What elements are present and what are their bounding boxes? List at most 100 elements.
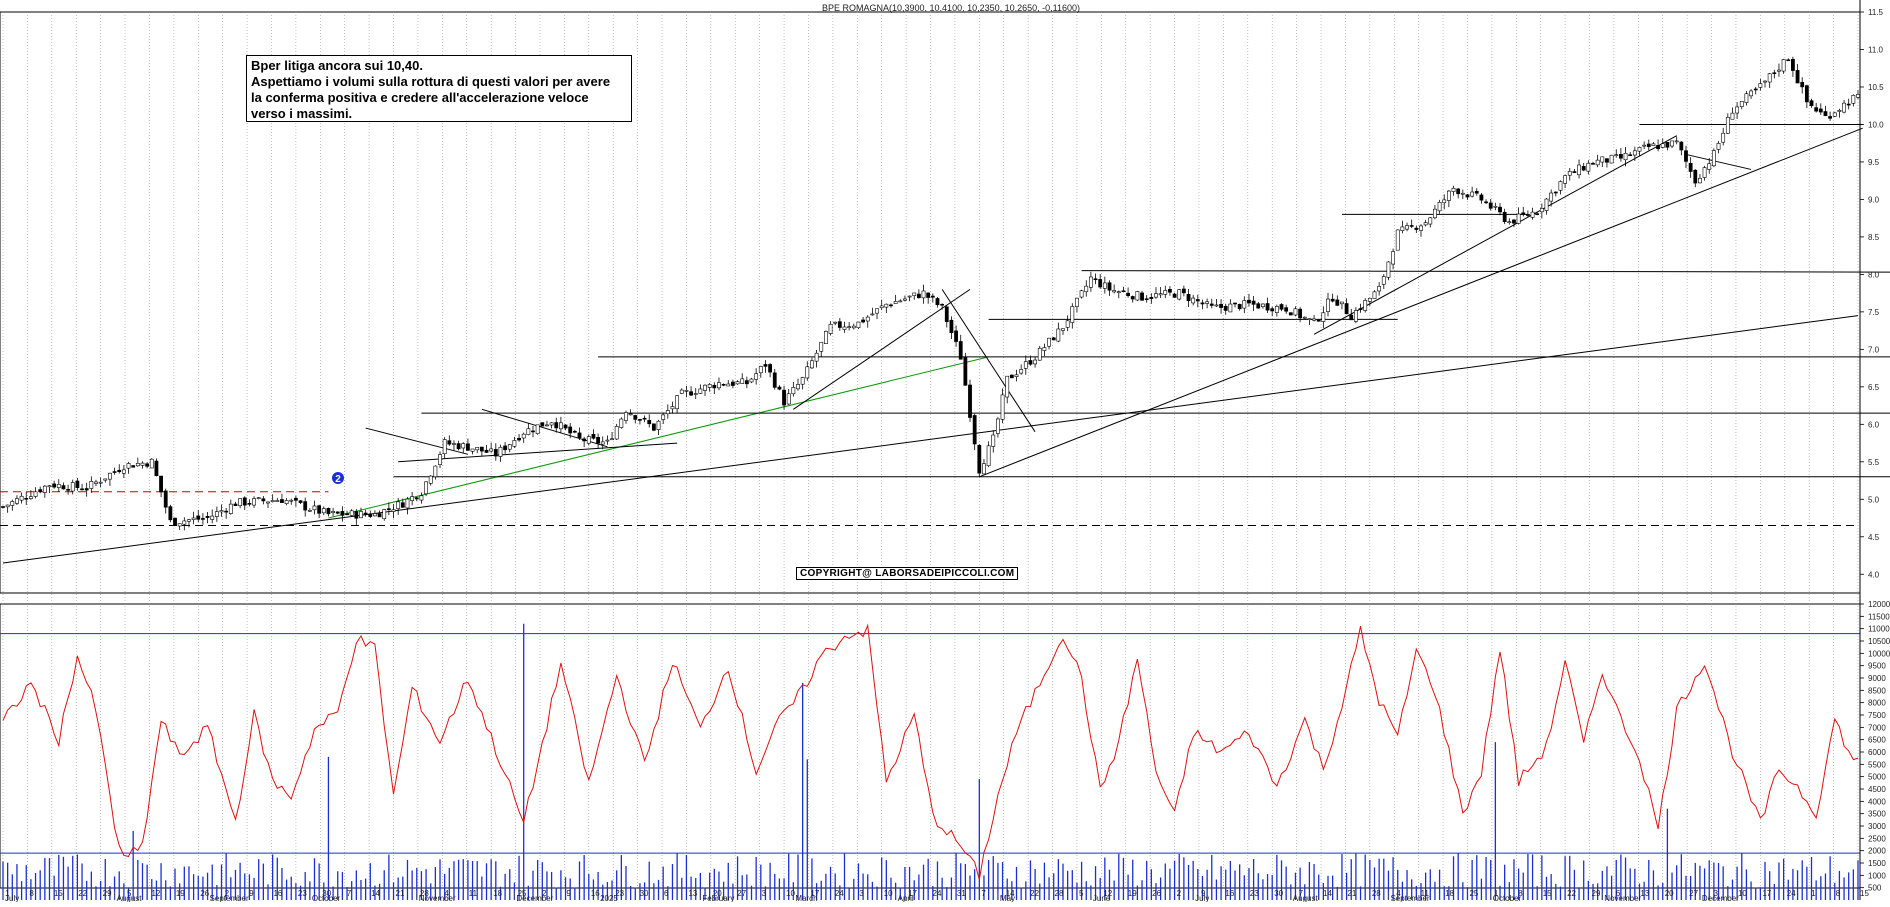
osc-tick-label: 7500 [1868, 711, 1886, 720]
candle-body [563, 424, 568, 429]
candle-body [1753, 88, 1758, 91]
candle-body [326, 508, 331, 515]
candle-body [1019, 369, 1024, 374]
candle-body [717, 382, 721, 389]
price-tick-label: 10.0 [1868, 120, 1884, 129]
candle-body [1563, 175, 1568, 184]
candle-body [1372, 291, 1377, 299]
candle-body [10, 501, 15, 506]
candle-body [1075, 297, 1079, 307]
candle-body [1158, 293, 1163, 296]
day-tick-label: 7 [347, 889, 352, 898]
month-tick-label: September [1390, 894, 1429, 902]
candle-body [1112, 290, 1117, 293]
day-tick-label: 17 [1762, 889, 1771, 898]
osc-tick-label: 3500 [1868, 810, 1886, 819]
candle-body [359, 511, 363, 519]
candle-body [1809, 100, 1814, 106]
candle-body [1102, 282, 1107, 289]
trend-line [941, 289, 1036, 433]
day-tick-label: 5 [127, 889, 132, 898]
candle-body [1288, 312, 1293, 316]
month-tick-label: September [210, 894, 249, 902]
day-tick-label: 30 [322, 889, 331, 898]
candle-body [1214, 304, 1219, 307]
osc-tick-label: 9000 [1868, 674, 1886, 683]
candle-body [991, 434, 996, 447]
candle-body [214, 511, 219, 517]
candle-body [363, 512, 368, 515]
candle-body [782, 389, 786, 406]
candle-body [377, 513, 382, 518]
candle-body [940, 303, 945, 306]
candle-body [823, 331, 828, 345]
candle-body [665, 410, 670, 415]
candle-body [907, 295, 912, 298]
candle-body [628, 413, 633, 416]
candle-body [870, 313, 875, 316]
candle-body [610, 438, 614, 441]
candle-body [470, 448, 475, 452]
candle-body [903, 298, 907, 301]
candle-body [1795, 70, 1800, 84]
candle-body [1140, 292, 1144, 301]
day-tick-label: 25 [518, 889, 527, 898]
day-tick-label: 17 [810, 889, 819, 898]
day-tick-label: 8 [1836, 889, 1841, 898]
candle-body [749, 378, 754, 383]
candle-body [1367, 297, 1372, 302]
day-tick-label: 6 [664, 889, 669, 898]
candle-body [721, 383, 726, 386]
candle-body [1126, 292, 1130, 297]
candle-body [1223, 305, 1228, 311]
candle-body [182, 520, 187, 525]
candle-body [805, 366, 810, 379]
candle-body [540, 422, 545, 427]
day-tick-label: 7 [1299, 889, 1304, 898]
osc-tick-label: 12000 [1868, 600, 1890, 609]
candle-body [80, 488, 84, 491]
candle-body [1228, 303, 1233, 313]
candle-body [800, 377, 805, 385]
candle-body [1493, 205, 1498, 208]
candle-body [396, 501, 401, 509]
day-tick-label: 14 [1323, 889, 1332, 898]
candle-body [28, 496, 33, 500]
day-tick-label: 19 [1128, 889, 1137, 898]
candle-body [647, 420, 652, 425]
candle-body [1172, 293, 1177, 298]
candle-body [1642, 144, 1647, 147]
candle-body [619, 418, 624, 428]
candle-body [1261, 303, 1265, 307]
candle-body [545, 424, 549, 427]
day-tick-label: 19 [176, 889, 185, 898]
candle-body [1121, 290, 1126, 293]
candle-body [661, 414, 666, 420]
candle-body [117, 469, 122, 473]
candle-body [1549, 192, 1554, 202]
candle-body [293, 497, 298, 501]
candle-body [349, 510, 354, 516]
day-tick-label: 20 [713, 889, 722, 898]
osc-tick-label: 4500 [1868, 785, 1886, 794]
osc-tick-label: 9500 [1868, 662, 1886, 671]
day-tick-label: 17 [908, 889, 917, 898]
candle-body [735, 381, 740, 385]
candle-body [796, 384, 800, 390]
day-tick-label: 4 [444, 889, 449, 898]
candle-body [1502, 211, 1507, 222]
candle-body [1051, 337, 1056, 341]
note-line-2: Aspettiamo i volumi sulla rottura di que… [251, 74, 611, 89]
candle-body [368, 514, 373, 517]
candle-body [461, 443, 466, 449]
candle-body [1665, 142, 1670, 148]
candle-body [270, 500, 275, 502]
day-tick-label: 2 [225, 889, 230, 898]
candle-body [568, 426, 573, 434]
day-tick-label: 14 [371, 889, 380, 898]
day-tick-label: 16 [273, 889, 282, 898]
day-tick-label: 10 [1738, 889, 1747, 898]
candle-body [321, 508, 326, 514]
candle-body [1353, 310, 1358, 322]
